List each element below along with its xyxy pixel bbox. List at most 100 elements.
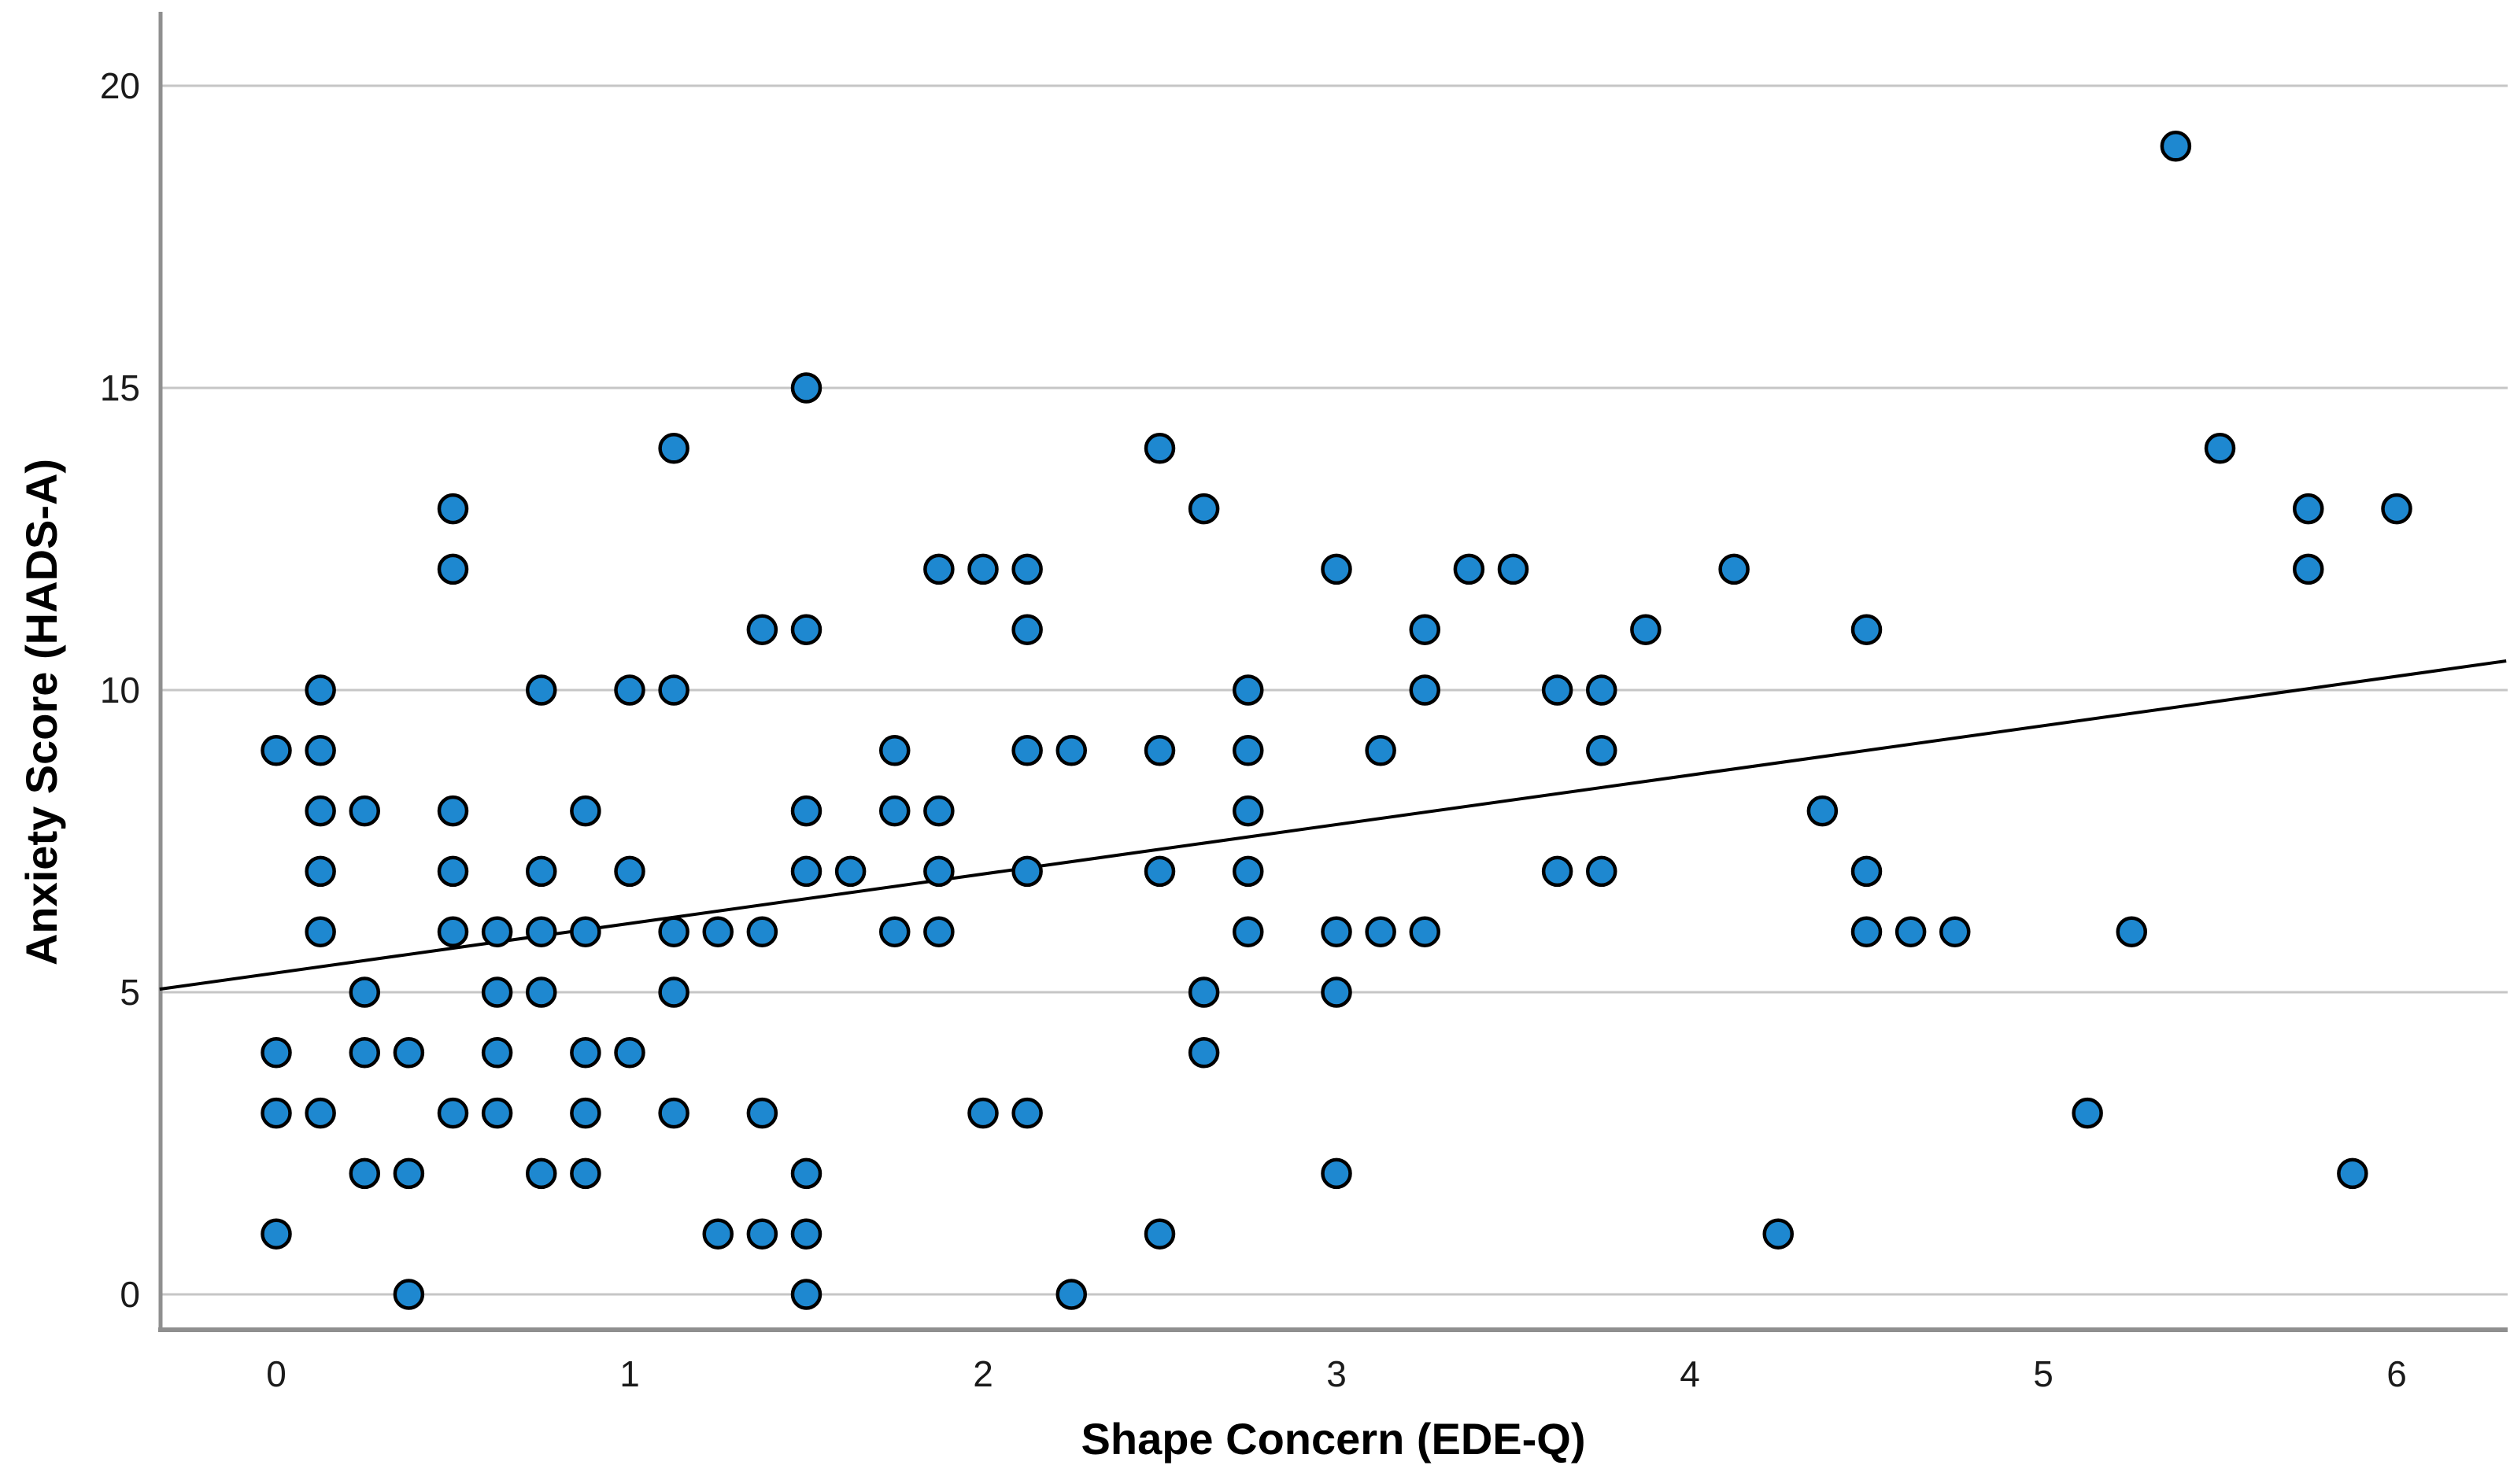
data-point [261,735,292,766]
data-point [746,1218,778,1250]
data-point [1586,735,1617,766]
data-point [526,916,557,947]
data-point [1850,916,1883,947]
data-point [2116,916,2147,947]
y-tick-labels: 0 5 10 15 20 [100,65,140,1315]
data-point [1850,614,1883,645]
data-point [305,916,336,947]
data-point [1233,735,1264,766]
y-tick-label: 20 [100,65,140,106]
data-point [790,614,822,645]
data-point [746,1097,778,1129]
data-point [393,1157,425,1190]
data-point [1409,916,1440,947]
data-point [746,916,778,947]
data-point [305,735,336,766]
data-point [261,1037,292,1069]
data-point [879,735,911,766]
x-tick-label: 5 [2033,1353,2053,1394]
data-point [349,976,380,1008]
data-point [1233,674,1264,706]
data-point [658,916,689,947]
data-point [1188,976,1220,1008]
x-axis-title: Shape Concern (EDE-Q) [1081,1414,1586,1464]
data-point [923,855,955,888]
data-point [1144,433,1176,464]
data-point [305,855,336,888]
data-point [1409,674,1440,706]
data-point [437,553,469,585]
data-point [1718,553,1750,585]
data-point [526,1157,557,1190]
data-point [790,1218,822,1250]
data-point [967,1097,999,1129]
data-point [570,1037,601,1069]
data-point [1806,795,1839,827]
data-point [1939,916,1971,947]
x-tick-label: 2 [973,1353,993,1394]
data-point [790,1157,822,1190]
data-point [437,1097,469,1129]
data-point [437,916,469,947]
data-points-layer [261,131,2412,1310]
data-point [923,553,955,585]
y-tick-label: 0 [120,1274,140,1315]
x-tick-labels: 0 1 2 3 4 5 6 [266,1353,2407,1394]
data-point [349,795,380,827]
data-point [2337,1157,2368,1190]
data-point [393,1279,425,1310]
data-point [1586,674,1617,706]
data-point [1895,916,1927,947]
data-point [658,976,689,1008]
x-tick-label: 3 [1326,1353,1347,1394]
data-point [1144,855,1176,888]
data-point [526,855,557,888]
data-point [2072,1097,2103,1129]
y-tick-label: 15 [100,367,140,408]
data-point [1011,855,1043,888]
data-point [1321,976,1352,1008]
y-tick-label: 10 [100,670,140,711]
data-point [1011,553,1043,585]
data-point [305,1097,336,1129]
data-point [1409,614,1440,645]
data-point [790,372,822,404]
data-point [261,1218,292,1250]
data-point [702,916,734,947]
data-point [437,795,469,827]
data-point [305,795,336,827]
data-point [1365,916,1396,947]
data-point [1233,916,1264,947]
data-point [437,493,469,525]
data-point [1497,553,1529,585]
data-point [1188,493,1220,525]
data-point [393,1037,425,1069]
data-point [1365,735,1396,766]
data-point [1055,735,1087,766]
data-point [967,553,999,585]
data-point [658,1097,689,1129]
data-point [1011,1097,1043,1129]
data-point [349,1037,380,1069]
x-tick-label: 4 [1680,1353,1700,1394]
data-point [1541,674,1573,706]
data-point [2293,493,2324,525]
data-point [570,1157,601,1190]
data-point [1144,1218,1176,1250]
data-point [305,674,336,706]
data-point [702,1218,734,1250]
data-point [2293,553,2324,585]
data-point [2160,131,2192,162]
data-point [2204,433,2236,464]
data-point [349,1157,380,1190]
data-point [834,855,867,888]
data-point [526,674,557,706]
data-point [570,916,601,947]
data-point [658,433,689,464]
data-point [790,855,822,888]
data-point [790,795,822,827]
data-point [614,1037,645,1069]
data-point [261,1097,292,1129]
data-point [1762,1218,1794,1250]
data-point [1321,1157,1352,1190]
